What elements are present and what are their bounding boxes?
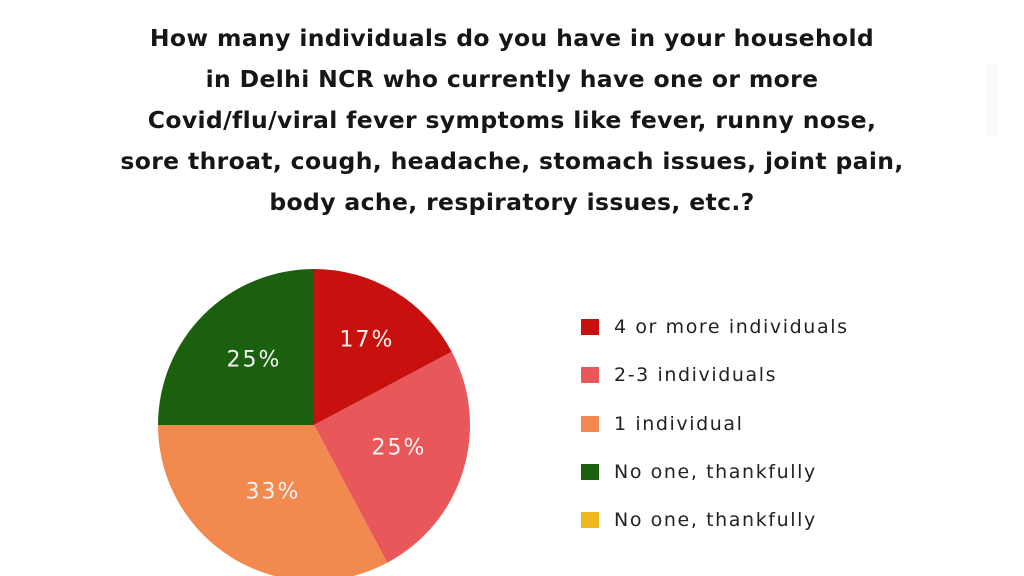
legend-swatch-salmon [581, 367, 599, 384]
slice-2-3 [314, 351, 471, 563]
legend-swatch-green [581, 463, 599, 480]
legend-label: No one, thankfully [614, 509, 817, 532]
chart-title-line-5: body ache, respiratory issues, etc.? [269, 188, 755, 216]
slice-no-one [158, 269, 314, 425]
chart-title-line-3: Covid/flu/viral fever symptoms like feve… [147, 106, 877, 134]
slice-label-2-3: 25% [371, 435, 427, 461]
chart-legend: 4 or more individuals 2-3 individuals 1 … [581, 311, 849, 552]
legend-item-no-one-yellow: No one, thankfully [581, 504, 849, 536]
slice-label-no-one: 25% [226, 347, 282, 373]
chart-title: How many individuals do you have in your… [0, 18, 1024, 223]
legend-label: 4 or more individuals [614, 316, 849, 338]
chart-title-line-4: sore throat, cough, headache, stomach is… [120, 147, 904, 175]
legend-label: No one, thankfully [614, 460, 817, 483]
slice-label-1: 33% [245, 479, 301, 505]
slice-label-4-or-more: 17% [339, 327, 395, 353]
slice-4-or-more [314, 269, 452, 425]
legend-item-no-one: No one, thankfully [581, 456, 849, 488]
chart-title-line-2: in Delhi NCR who currently have one or m… [205, 65, 819, 93]
legend-label: 2-3 individuals [614, 364, 778, 387]
faint-artifact [985, 65, 997, 135]
chart-title-line-1: How many individuals do you have in your… [149, 24, 875, 52]
slice-1 [158, 425, 388, 576]
legend-label: 1 individual [614, 412, 744, 435]
legend-item-4-or-more: 4 or more individuals [581, 311, 849, 343]
legend-swatch-dark-red [581, 319, 599, 335]
legend-item-2-3: 2-3 individuals [581, 359, 849, 391]
legend-item-1: 1 individual [581, 408, 849, 440]
legend-swatch-orange [581, 415, 599, 432]
legend-swatch-yellow [581, 512, 599, 529]
